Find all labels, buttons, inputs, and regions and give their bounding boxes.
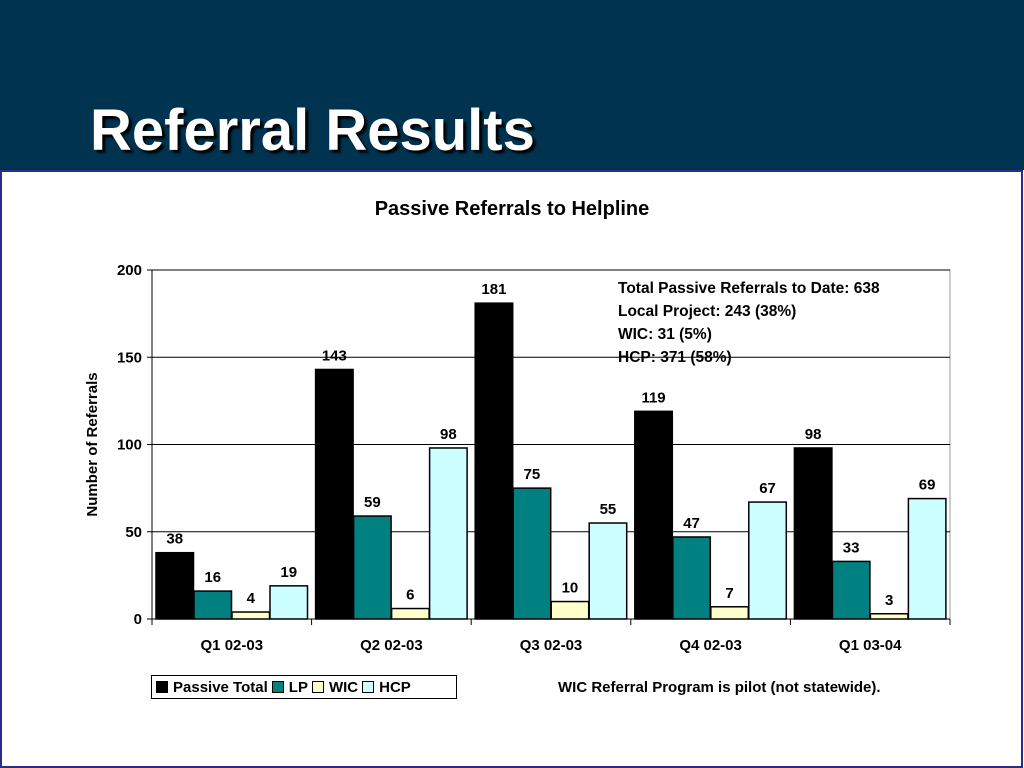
summary-line-wic: WIC: 31 (5%) [618, 326, 712, 343]
summary-line-total: Total Passive Referrals to Date: 638 [618, 280, 880, 297]
data-label: 181 [481, 281, 506, 298]
data-label: 98 [440, 426, 457, 443]
legend-item-lp: LP [271, 678, 308, 696]
data-label: 98 [805, 426, 822, 443]
x-tick-label: Q1 02-03 [201, 637, 264, 654]
legend-label: Passive Total [173, 678, 268, 696]
bar-passive-total [474, 302, 514, 620]
y-axis-label: Number of Referrals [84, 372, 101, 516]
data-label: 143 [322, 347, 347, 364]
y-tick-label: 100 [117, 437, 142, 454]
summary-line-lp: Local Project: 243 (38%) [618, 303, 797, 320]
legend-swatch [362, 681, 375, 693]
slide-header [0, 0, 1024, 170]
legend-item-hcp: HCP [362, 679, 411, 696]
bar-hcp [748, 501, 788, 620]
bar-hcp [907, 497, 947, 620]
y-tick-label: 200 [117, 262, 142, 279]
y-tick-label: 150 [117, 349, 142, 366]
bar-passive-total [634, 410, 674, 620]
data-label: 67 [759, 480, 776, 497]
bar-passive-total [314, 368, 354, 620]
data-label: 6 [406, 587, 414, 604]
bar-passive-total [793, 447, 833, 620]
y-tick-label: 0 [134, 611, 142, 628]
chart-title: Passive Referrals to Helpline [374, 198, 650, 220]
data-label: 38 [166, 531, 183, 548]
summary-line-hcp: HCP: 371 (58%) [618, 349, 732, 366]
data-label: 4 [247, 590, 256, 607]
bar-hcp [269, 585, 309, 620]
data-label: 7 [725, 585, 733, 602]
bar-wic [710, 606, 750, 620]
data-label: 55 [600, 501, 617, 518]
data-label: 16 [204, 569, 221, 586]
slide-title: Referral Results [90, 98, 535, 163]
bar-wic [869, 613, 909, 620]
x-tick-label: Q4 02-03 [679, 637, 742, 654]
chart-legend: Passive Total LP WIC HCP [151, 675, 457, 699]
legend-swatch [271, 681, 284, 693]
bar-passive-total [155, 551, 195, 620]
bar-lp [193, 590, 233, 620]
x-tick-label: Q1 03-04 [839, 637, 902, 654]
data-label: 119 [641, 389, 665, 406]
legend-label: HCP [379, 678, 411, 696]
y-tick-label: 50 [125, 524, 142, 541]
data-label: 47 [683, 515, 700, 532]
chart-footnote: WIC Referral Program is pilot (not state… [558, 679, 881, 696]
data-label: 10 [562, 580, 579, 597]
legend-label: WIC [328, 678, 359, 696]
bar-wic [390, 607, 430, 620]
legend-swatch [156, 681, 168, 693]
data-label: 33 [843, 539, 860, 556]
bar-lp [512, 487, 552, 620]
data-label: 3 [885, 592, 893, 609]
bar-lp [831, 560, 871, 620]
x-tick-label: Q3 02-03 [520, 637, 583, 654]
bar-wic [550, 600, 590, 620]
summary-annotation: Total Passive Referrals to Date: 638 Loc… [618, 277, 880, 369]
bar-wic [231, 611, 271, 620]
bar-lp [352, 515, 392, 620]
legend-item-wic: WIC [311, 678, 359, 696]
legend-item-passive-total: Passive Total [156, 679, 268, 696]
x-tick-label: Q2 02-03 [360, 637, 423, 654]
data-label: 59 [364, 494, 381, 511]
data-label: 69 [919, 477, 936, 494]
bar-hcp [588, 522, 628, 620]
data-label: 75 [524, 466, 541, 483]
legend-swatch [311, 681, 324, 693]
legend-label: LP [288, 678, 308, 696]
bar-hcp [428, 447, 468, 620]
data-label: 19 [280, 564, 297, 581]
bar-lp [672, 536, 712, 620]
